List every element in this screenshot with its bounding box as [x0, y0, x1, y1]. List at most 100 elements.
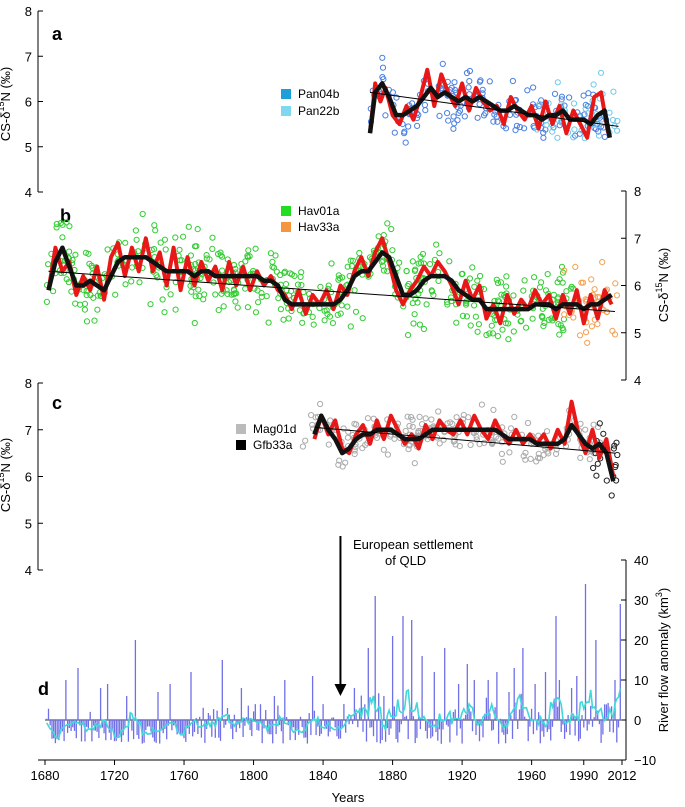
- data-point-hav01a: [273, 268, 280, 275]
- data-point-hav01a: [136, 279, 143, 286]
- data-point-mag01d: [499, 458, 506, 465]
- data-point-mag01d: [456, 443, 463, 450]
- data-point-mag01d: [582, 426, 589, 433]
- data-point-pan04b: [509, 77, 517, 85]
- data-point-pan04b: [421, 101, 428, 109]
- data-point-hav01a: [224, 290, 231, 297]
- panel-a-legend: Pan04b Pan22b: [281, 87, 340, 118]
- data-point-hav01a: [505, 320, 512, 327]
- data-point-hav01a: [467, 322, 474, 329]
- data-point-hav01a: [185, 223, 192, 230]
- data-point-hav01a: [466, 275, 473, 282]
- data-point-pan04b: [455, 109, 462, 117]
- panel-d-y-ticks: −10 0 10 20 30 40: [621, 553, 656, 768]
- data-point-pan04b: [445, 117, 452, 124]
- data-point-mag01d: [520, 452, 527, 460]
- data-point-hav33a: [594, 321, 601, 328]
- data-point-hav01a: [323, 307, 330, 314]
- data-point-pan04b: [476, 78, 483, 85]
- data-point-mag01d: [345, 428, 352, 435]
- data-point-hav01a: [474, 328, 481, 335]
- data-point-mag01d: [495, 435, 502, 442]
- panel-c-y-ticks: 4 5 6 7 8: [25, 376, 43, 578]
- data-point-pan22b: [606, 109, 613, 116]
- data-point-hav01a: [536, 284, 544, 291]
- data-point-pan04b: [538, 97, 545, 104]
- data-point-hav01a: [494, 333, 501, 340]
- data-point-hav01a: [469, 264, 476, 271]
- data-point-hav01a: [59, 234, 66, 241]
- data-point-mag01d: [406, 422, 413, 429]
- data-point-hav01a: [435, 277, 442, 284]
- data-point-hav01a: [420, 325, 427, 333]
- panel-c-y-label: CS-δ15N (‰): [0, 438, 13, 512]
- data-point-hav01a: [498, 291, 505, 298]
- data-point-hav01a: [242, 258, 249, 265]
- legend-pan04b-swatch: [281, 89, 291, 99]
- data-point-hav01a: [475, 321, 482, 328]
- data-point-hav01a: [43, 298, 51, 305]
- data-point-pan22b: [590, 81, 597, 88]
- data-point-hav01a: [324, 311, 331, 318]
- data-point-hav01a: [152, 227, 159, 234]
- data-point-mag01d: [384, 451, 391, 458]
- data-point-hav01a: [192, 293, 199, 300]
- data-point-mag01d: [527, 455, 534, 462]
- data-point-hav01a: [129, 264, 136, 271]
- x-tick-label: 1680: [31, 768, 60, 783]
- data-point-hav01a: [433, 241, 440, 248]
- data-point-hav01a: [219, 267, 226, 274]
- data-point-hav01a: [423, 301, 430, 308]
- data-point-hav01a: [321, 317, 328, 324]
- annotation-line-2: of QLD: [385, 553, 426, 568]
- data-point-mag01d: [404, 413, 411, 420]
- data-point-mag01d: [435, 408, 442, 415]
- data-point-pan04b: [524, 87, 531, 94]
- x-ticks: 1680 1720 1760 1800 1840 1880 1920 1960 1990 2012: [31, 760, 636, 783]
- data-point-hav01a: [215, 307, 222, 314]
- data-point-hav01a: [444, 301, 451, 308]
- data-point-hav01a: [159, 296, 166, 303]
- data-point-pan04b: [461, 113, 468, 120]
- data-point-mag01d: [308, 412, 315, 419]
- data-point-mag01d: [409, 416, 416, 423]
- data-point-hav01a: [161, 309, 168, 316]
- data-point-gfb33a: [600, 430, 607, 437]
- panel-d-y-tick-label: 40: [634, 553, 648, 568]
- panel-b-y-ticks: 4 5 6 7 8: [621, 184, 641, 388]
- data-point-hav01a: [544, 271, 551, 278]
- data-point-pan04b: [439, 60, 446, 68]
- data-point-hav01a: [81, 300, 89, 307]
- data-point-gfb33a: [593, 472, 600, 479]
- data-point-pan22b: [536, 100, 543, 108]
- x-tick-label: 1920: [448, 768, 477, 783]
- data-point-hav01a: [192, 261, 199, 268]
- data-point-hav01a: [281, 268, 288, 275]
- data-point-hav01a: [317, 283, 324, 290]
- data-point-pan04b: [580, 92, 587, 99]
- data-point-pan04b: [479, 86, 486, 93]
- data-point-pan04b: [389, 89, 396, 96]
- data-point-hav01a: [335, 272, 342, 279]
- data-point-hav01a: [529, 315, 536, 322]
- data-point-hav01a: [203, 252, 210, 259]
- data-point-pan04b: [402, 139, 409, 146]
- data-point-pan04b: [512, 127, 519, 134]
- data-point-hav01a: [325, 282, 332, 289]
- data-point-hav01a: [50, 288, 57, 295]
- data-point-hav01a: [541, 319, 548, 326]
- x-tick-label: 1840: [309, 768, 338, 783]
- data-point-mag01d: [506, 449, 513, 456]
- data-point-hav01a: [417, 259, 424, 267]
- data-point-hav01a: [282, 281, 290, 288]
- data-point-hav01a: [329, 320, 336, 327]
- data-point-mag01d: [405, 446, 412, 453]
- panel-c-y-tick-label: 5: [25, 516, 32, 531]
- data-point-hav01a: [194, 226, 201, 233]
- data-point-hav01a: [488, 322, 495, 329]
- panel-d-y-tick-label: 10: [634, 673, 648, 688]
- data-point-hav01a: [435, 268, 442, 276]
- data-point-hav01a: [412, 266, 419, 273]
- data-point-mag01d: [490, 406, 497, 413]
- data-point-hav33a: [588, 323, 596, 330]
